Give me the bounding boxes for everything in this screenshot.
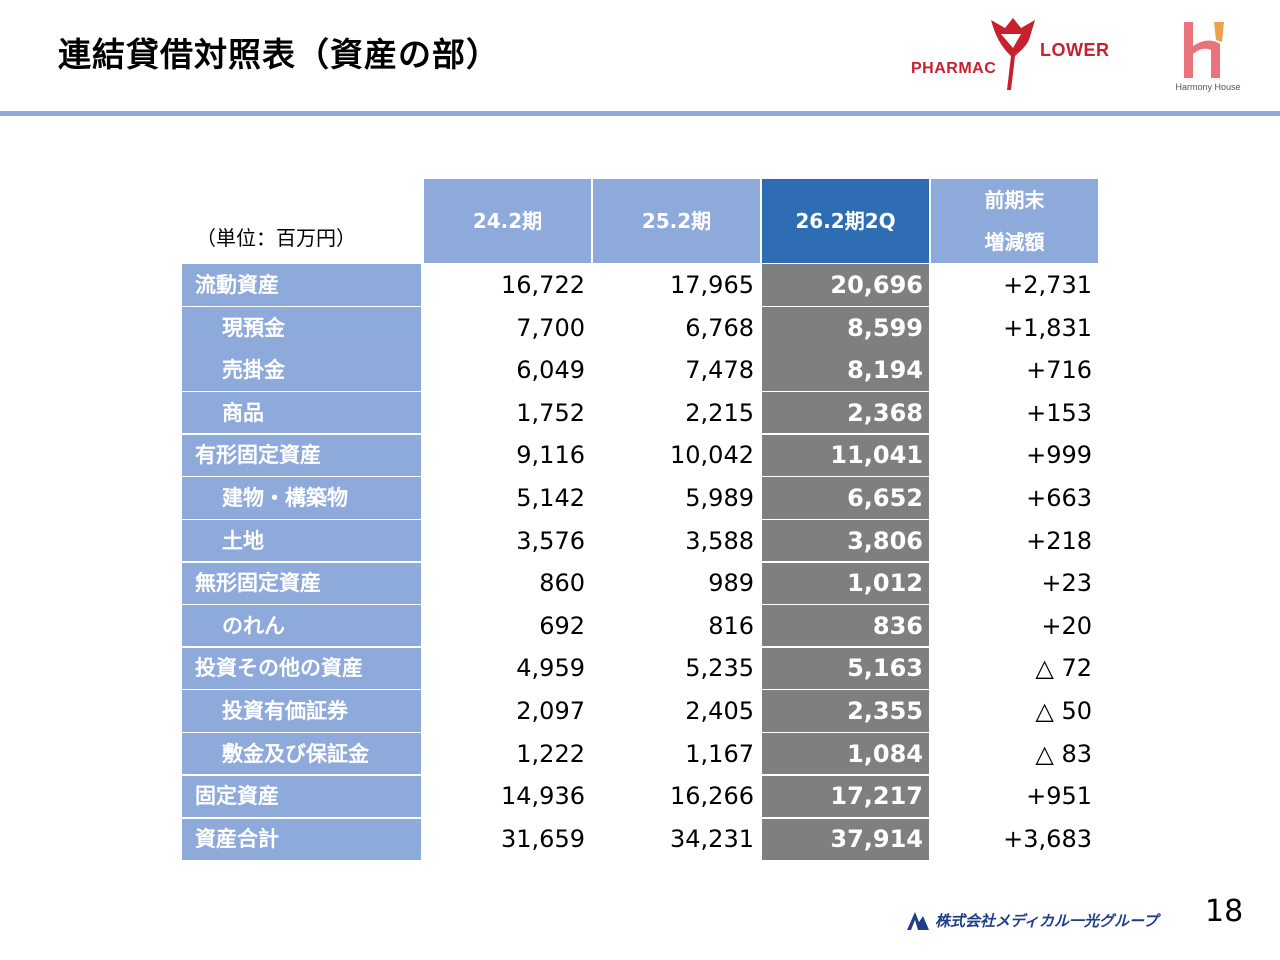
cell-24-2: 860 — [539, 569, 585, 597]
cell-26-2-2q: 20,696 — [762, 264, 929, 306]
cell-25-2: 17,965 — [670, 271, 754, 299]
cell-24-2: 692 — [539, 612, 585, 640]
footer-company-name: 株式会社メディカル一光グループ — [935, 912, 1159, 930]
cell-change: +1,831 — [1003, 314, 1092, 342]
footer-company-logo: 株式会社メディカル一光グループ — [905, 906, 1185, 934]
cell-change: △ 72 — [1035, 654, 1092, 682]
row-label: 固定資産 — [182, 775, 421, 817]
cell-24-2: 7,700 — [516, 314, 585, 342]
row-label: 有形固定資産 — [182, 434, 421, 476]
cell-change: +20 — [1041, 612, 1092, 640]
cell-26-2-2q: 37,914 — [762, 818, 929, 860]
row-label: 資産合計 — [182, 818, 421, 860]
cell-25-2: 2,405 — [685, 697, 754, 725]
cell-24-2: 2,097 — [516, 697, 585, 725]
group-separator — [182, 817, 929, 819]
group-separator — [182, 433, 929, 435]
column-header-change: 前期末 増減額 — [931, 179, 1098, 263]
cell-change: +951 — [1026, 782, 1092, 810]
cell-change: +716 — [1026, 356, 1092, 384]
harmony-h-icon — [1184, 22, 1224, 78]
cell-24-2: 14,936 — [501, 782, 585, 810]
logo-text-pharmac: PHARMAC — [911, 60, 997, 77]
cell-26-2-2q: 6,652 — [762, 477, 929, 519]
column-header-24-2: 24.2期 — [424, 179, 591, 263]
cell-25-2: 5,989 — [685, 484, 754, 512]
harmony-house-caption: Harmony House — [1175, 82, 1241, 92]
row-label: 現預金 — [182, 307, 421, 349]
column-header-25-2: 25.2期 — [593, 179, 760, 263]
row-label: 建物・構築物 — [182, 477, 421, 519]
cell-24-2: 16,722 — [501, 271, 585, 299]
cell-25-2: 989 — [708, 569, 754, 597]
row-label: 投資有価証券 — [182, 690, 421, 732]
cell-25-2: 816 — [708, 612, 754, 640]
cell-change: +3,683 — [1003, 825, 1092, 853]
cell-25-2: 3,588 — [685, 527, 754, 555]
cell-24-2: 3,576 — [516, 527, 585, 555]
row-label: 土地 — [182, 520, 421, 562]
column-header-label: 25.2期 — [641, 209, 712, 233]
cell-25-2: 1,167 — [685, 740, 754, 768]
cell-26-2-2q: 3,806 — [762, 520, 929, 562]
row-label: 流動資産 — [182, 264, 421, 306]
row-label: 無形固定資産 — [182, 562, 421, 604]
cell-25-2: 6,768 — [685, 314, 754, 342]
cell-25-2: 16,266 — [670, 782, 754, 810]
cell-24-2: 1,752 — [516, 399, 585, 427]
row-label: 売掛金 — [182, 349, 421, 391]
column-header-line1: 前期末 — [984, 188, 1045, 212]
cell-25-2: 7,478 — [685, 356, 754, 384]
cell-change: +2,731 — [1003, 271, 1092, 299]
row-label: のれん — [182, 605, 421, 647]
cell-24-2: 5,142 — [516, 484, 585, 512]
page-title: 連結貸借対照表（資産の部） — [58, 35, 500, 74]
cell-24-2: 4,959 — [516, 654, 585, 682]
row-label: 敷金及び保証金 — [182, 733, 421, 775]
title-divider — [0, 111, 1280, 116]
cell-24-2: 31,659 — [501, 825, 585, 853]
cell-24-2: 1,222 — [516, 740, 585, 768]
cell-26-2-2q: 8,194 — [762, 349, 929, 391]
cell-26-2-2q: 11,041 — [762, 434, 929, 476]
cell-change: +663 — [1026, 484, 1092, 512]
cell-change: +218 — [1026, 527, 1092, 555]
cell-26-2-2q: 8,599 — [762, 307, 929, 349]
row-label: 投資その他の資産 — [182, 647, 421, 689]
group-separator — [182, 774, 929, 776]
column-header-label: 24.2期 — [472, 209, 543, 233]
pharmac-flower-logo: PHARMAC LOWER — [905, 14, 1115, 96]
row-label: 商品 — [182, 392, 421, 434]
group-separator — [182, 646, 929, 648]
cell-25-2: 34,231 — [670, 825, 754, 853]
cell-change: △ 83 — [1035, 740, 1092, 768]
cell-26-2-2q: 1,012 — [762, 562, 929, 604]
flower-icon — [991, 18, 1035, 90]
cell-26-2-2q: 17,217 — [762, 775, 929, 817]
cell-change: +23 — [1041, 569, 1092, 597]
group-separator — [182, 561, 929, 563]
cell-25-2: 5,235 — [685, 654, 754, 682]
company-mark-icon — [907, 912, 929, 930]
column-header-label: 26.2期2Q — [795, 209, 896, 233]
column-header-26-2-2q: 26.2期2Q — [762, 179, 929, 263]
cell-change: +153 — [1026, 399, 1092, 427]
cell-24-2: 6,049 — [516, 356, 585, 384]
cell-26-2-2q: 1,084 — [762, 733, 929, 775]
cell-25-2: 10,042 — [670, 441, 754, 469]
page-number: 18 — [1205, 894, 1244, 929]
column-header-line2: 増減額 — [984, 230, 1045, 254]
cell-change: +999 — [1026, 441, 1092, 469]
cell-26-2-2q: 5,163 — [762, 647, 929, 689]
cell-change: △ 50 — [1035, 697, 1092, 725]
cell-24-2: 9,116 — [516, 441, 585, 469]
cell-25-2: 2,215 — [685, 399, 754, 427]
cell-26-2-2q: 836 — [762, 605, 929, 647]
cell-26-2-2q: 2,368 — [762, 392, 929, 434]
cell-26-2-2q: 2,355 — [762, 690, 929, 732]
harmony-house-logo: Harmony House — [1164, 18, 1252, 98]
logo-text-lower: LOWER — [1040, 40, 1110, 60]
unit-label: （単位：百万円） — [196, 226, 356, 250]
